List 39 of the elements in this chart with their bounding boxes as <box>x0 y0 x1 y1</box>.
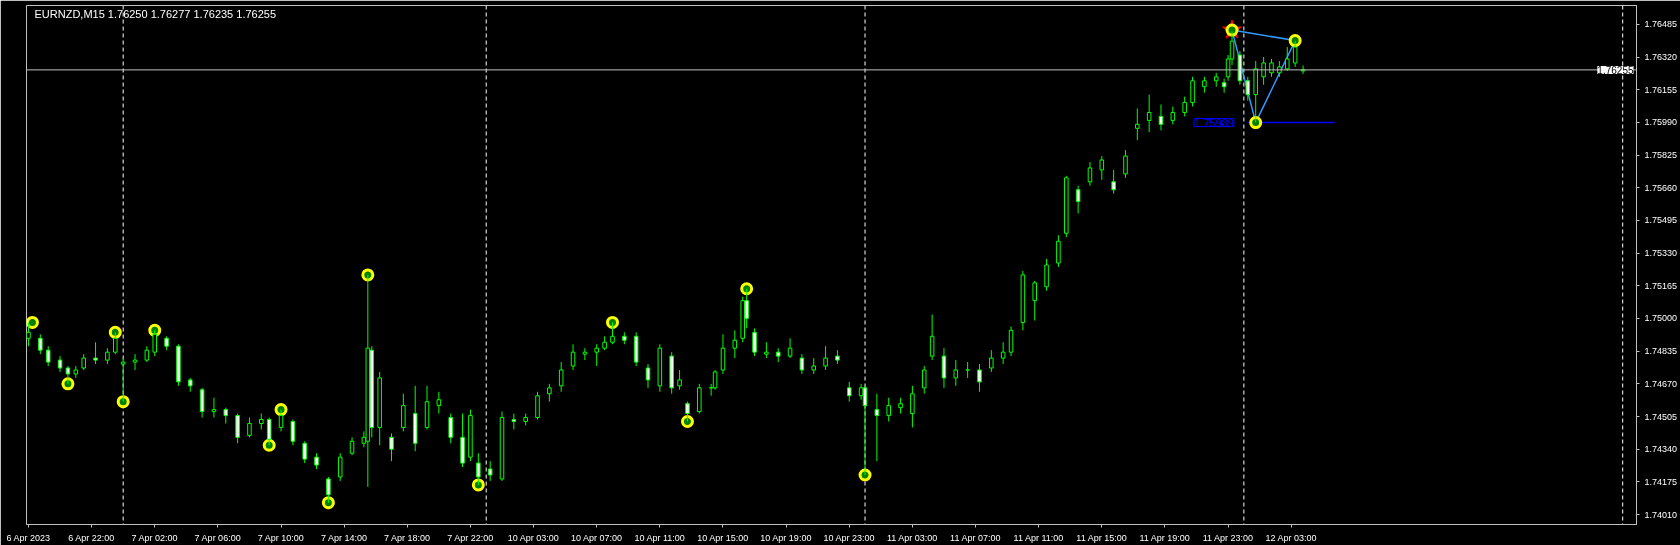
x-tick-label: 11 Apr 07:00 <box>950 532 1001 543</box>
x-tick-label: 7 Apr 02:00 <box>131 532 178 543</box>
x-tick-label: 7 Apr 06:00 <box>194 532 241 543</box>
x-tick-label: 11 Apr 23:00 <box>1202 532 1254 543</box>
y-tick-label: 1.74010 <box>1644 509 1678 520</box>
y-tick-label: 1.74835 <box>1644 346 1678 357</box>
y-tick-label: 1.75000 <box>1644 313 1678 324</box>
y-tick-label: 1.76485 <box>1644 19 1678 30</box>
x-tick-label: 10 Apr 15:00 <box>697 532 749 543</box>
y-tick-label: 1.75330 <box>1644 248 1678 259</box>
y-tick-label: 1.75825 <box>1644 150 1678 161</box>
x-tick-label: 7 Apr 14:00 <box>320 532 367 543</box>
y-tick-label: 1.74340 <box>1644 444 1678 455</box>
y-tick-label: 1.76320 <box>1644 52 1678 62</box>
x-tick-label: 10 Apr 07:00 <box>570 532 622 543</box>
y-tick-label: 1.75990 <box>1644 117 1678 128</box>
x-tick-label: 11 Apr 19:00 <box>1139 532 1190 543</box>
y-tick-label: 1.75660 <box>1644 182 1678 193</box>
ref-line-label: 1.76255 <box>1597 64 1634 76</box>
x-tick-label: 6 Apr 2023 <box>6 532 50 543</box>
x-tick-label: 7 Apr 18:00 <box>384 532 431 543</box>
x-tick-label: 11 Apr 11:00 <box>1013 532 1064 543</box>
x-tick-label: 7 Apr 22:00 <box>447 532 494 543</box>
y-tick-label: 1.74670 <box>1644 378 1678 389</box>
x-tick-label: 11 Apr 03:00 <box>886 532 938 543</box>
x-tick-label: 10 Apr 03:00 <box>507 532 559 543</box>
y-tick-label: 1.74175 <box>1644 476 1678 487</box>
x-tick-label: 7 Apr 10:00 <box>257 532 304 543</box>
y-tick-label: 1.74505 <box>1644 411 1678 422</box>
x-tick-label: 10 Apr 19:00 <box>760 532 812 543</box>
chart-title: EURNZD,M15 1.76250 1.76277 1.76235 1.76255 <box>34 7 277 20</box>
x-tick-label: 10 Apr 23:00 <box>823 532 875 543</box>
x-tick-label: 11 Apr 15:00 <box>1076 532 1127 543</box>
y-tick-label: 1.75165 <box>1644 280 1678 291</box>
x-tick-label: 6 Apr 22:00 <box>68 532 115 543</box>
x-tick-label: 10 Apr 11:00 <box>634 532 685 543</box>
x-tick-label: 12 Apr 03:00 <box>1265 532 1317 543</box>
y-tick-label: 1.75495 <box>1644 215 1678 226</box>
y-tick-label: 1.76155 <box>1644 84 1678 95</box>
